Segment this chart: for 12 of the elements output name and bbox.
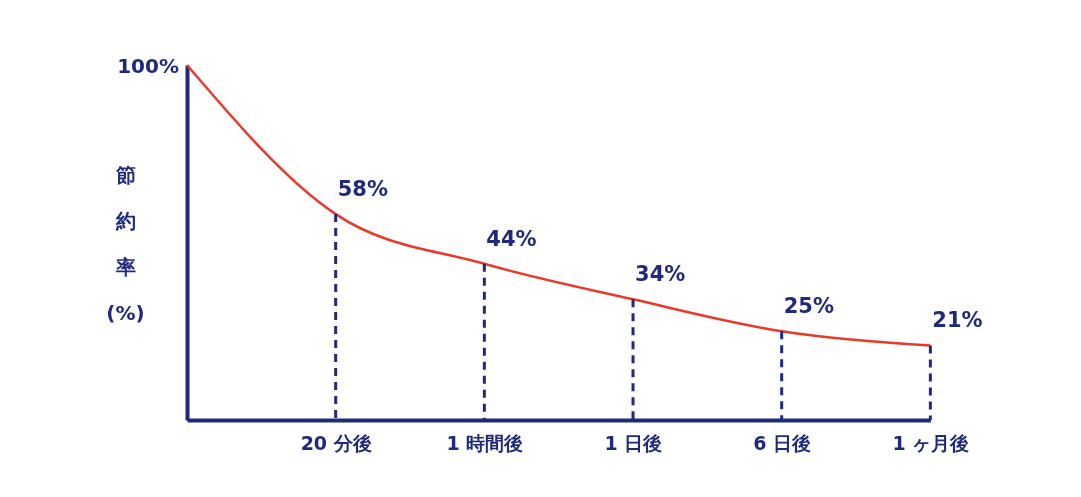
text: 34% <box>635 262 686 287</box>
x-tick-label: 1 時間後 <box>446 431 524 454</box>
y-axis-title: 節約率(%) <box>106 162 145 325</box>
text: 100% <box>117 54 179 78</box>
text: 25% <box>783 294 834 319</box>
x-tick-label: 20 分後 <box>300 431 372 454</box>
x-tick-label: 1 日後 <box>604 431 663 454</box>
x-tick-label: 1 ヶ月後 <box>892 431 970 454</box>
x-tick-label: 6 日後 <box>753 431 812 454</box>
text: 44% <box>486 226 537 251</box>
text: 21% <box>932 308 983 333</box>
text: 58% <box>337 177 388 202</box>
